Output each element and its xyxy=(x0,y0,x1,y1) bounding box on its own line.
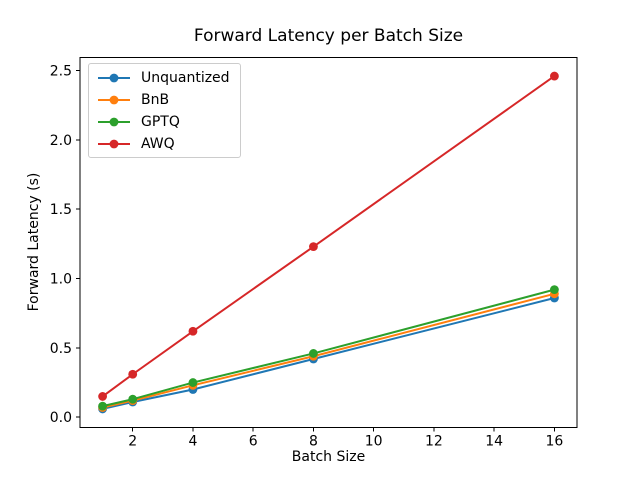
legend-label: BnB xyxy=(141,92,170,108)
y-tick-label: 1.0 xyxy=(50,272,72,288)
legend-marker xyxy=(109,139,119,149)
y-tick-label: 1.5 xyxy=(50,202,72,218)
series-line-bnb xyxy=(101,292,556,409)
legend-label: GPTQ xyxy=(141,114,180,130)
data-point-awq xyxy=(188,326,198,336)
series-line-unquantized xyxy=(101,296,556,410)
x-tick-label: 4 xyxy=(188,434,197,450)
data-point-gptq xyxy=(98,401,107,411)
legend-entry: Unquantized xyxy=(97,67,230,89)
legend-label: AWQ xyxy=(141,136,175,152)
legend-sample-line xyxy=(98,73,130,83)
legend: Unquantized BnB GPTQ AWQ xyxy=(88,63,241,158)
legend-label: Unquantized xyxy=(141,70,230,86)
x-tick-label: 8 xyxy=(309,434,318,450)
legend-sample-line xyxy=(98,139,130,149)
x-tick-label: 14 xyxy=(485,434,503,450)
data-point-gptq xyxy=(550,285,559,295)
axes-frame xyxy=(79,57,578,428)
chart-title: Forward Latency per Batch Size xyxy=(193,26,464,46)
y-tick-label: 2.0 xyxy=(50,133,72,149)
y-tick-label: 0.0 xyxy=(50,410,72,426)
legend-marker xyxy=(109,73,119,83)
legend-sample-line xyxy=(98,117,130,127)
legend-marker xyxy=(109,95,119,105)
data-point-awq xyxy=(98,392,107,401)
data-point-awq xyxy=(128,369,138,379)
legend-sample-line xyxy=(98,95,130,105)
data-point-gptq xyxy=(128,394,138,404)
data-point-gptq xyxy=(309,349,318,358)
legend-entry: BnB xyxy=(97,89,230,111)
x-tick-label: 10 xyxy=(365,434,383,450)
x-tick-label: 12 xyxy=(425,434,443,450)
legend-marker xyxy=(109,117,119,127)
x-tick-label: 2 xyxy=(128,434,137,450)
data-point-awq xyxy=(309,242,318,252)
data-point-awq xyxy=(550,71,559,81)
x-axis-label: Batch Size xyxy=(291,449,366,465)
data-point-gptq xyxy=(188,378,198,387)
x-tick-label: 6 xyxy=(249,434,258,450)
y-tick-label: 2.5 xyxy=(50,64,72,80)
y-axis-label: Forward Latency (s) xyxy=(26,172,42,312)
legend-entry: GPTQ xyxy=(97,111,230,133)
legend-entry: AWQ xyxy=(97,133,230,155)
y-tick-label: 0.5 xyxy=(50,341,72,357)
x-tick-label: 16 xyxy=(545,434,563,450)
